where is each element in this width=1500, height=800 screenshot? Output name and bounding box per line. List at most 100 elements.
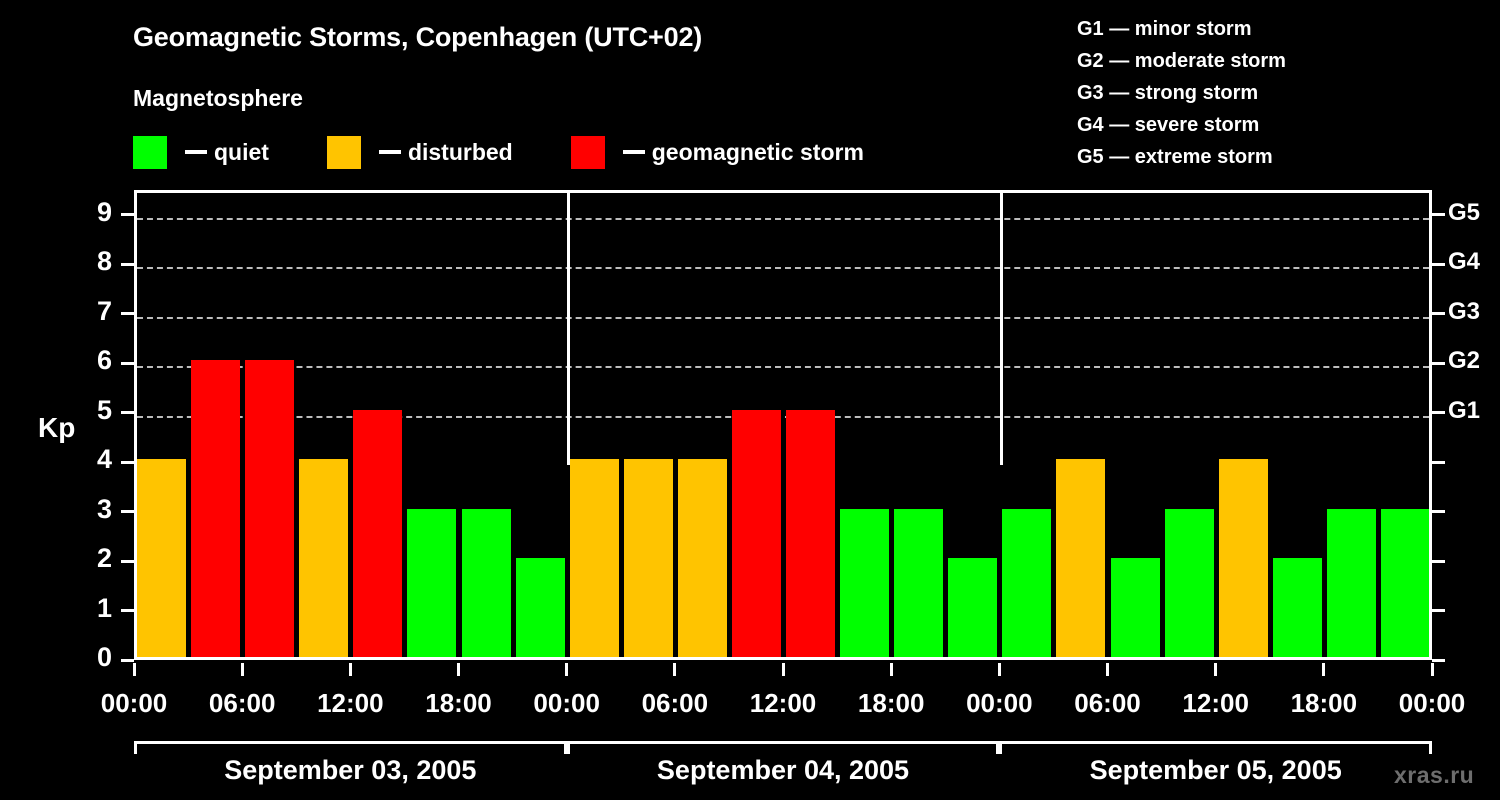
y-axis-tick-right — [1432, 312, 1445, 316]
bar[interactable] — [1164, 508, 1214, 657]
g-scale-tick-label: G1 — [1448, 396, 1481, 424]
bar[interactable] — [731, 409, 781, 657]
y-axis-tick-label: 2 — [96, 543, 112, 574]
x-axis-tick-label: 00:00 — [966, 688, 1033, 718]
gridline-kp-7 — [137, 316, 1429, 319]
y-axis-tick-right — [1432, 510, 1445, 514]
y-axis-tick — [121, 312, 134, 316]
bar[interactable] — [786, 409, 836, 657]
x-axis-tick — [1106, 663, 1109, 676]
bar[interactable] — [677, 459, 727, 657]
x-axis-tick — [1430, 663, 1434, 676]
bar[interactable] — [1056, 459, 1106, 657]
x-axis-tick — [1322, 663, 1326, 676]
y-axis-tick-right — [1432, 262, 1445, 266]
g-legend-row: G5 — extreme storm — [1077, 146, 1273, 168]
legend-label: disturbed — [407, 138, 513, 165]
plot-area — [134, 190, 1432, 660]
x-axis-tick-label: 12:00 — [1182, 688, 1249, 718]
bar[interactable] — [137, 459, 187, 657]
bar[interactable] — [948, 558, 998, 657]
y-axis-tick-right — [1432, 361, 1445, 365]
x-axis-tick-label: 18:00 — [1290, 688, 1358, 718]
legend-entry-disturbed: disturbed — [326, 133, 513, 171]
bar[interactable] — [1002, 508, 1052, 657]
x-axis-tick-label: 00:00 — [1398, 688, 1466, 718]
y-axis-tick — [121, 213, 134, 217]
bar[interactable] — [1326, 508, 1376, 657]
x-axis-tick-label: 06:00 — [208, 688, 276, 718]
day-divider-line — [999, 193, 1003, 466]
y-axis-tick — [121, 510, 134, 514]
g-scale-tick-label: G5 — [1448, 198, 1481, 226]
x-axis-tick — [1214, 663, 1218, 676]
day-divider-line — [567, 193, 571, 466]
g-scale-legend: G1 — minor storm G2 — moderate storm G3 — … — [1077, 13, 1286, 173]
x-axis-tick-label: 12:00 — [749, 688, 817, 718]
x-axis-tick — [132, 663, 136, 676]
bar[interactable] — [623, 459, 673, 657]
legend-dash-icon — [378, 150, 401, 154]
day-bracket — [134, 741, 567, 754]
y-axis-tick-label: 1 — [96, 592, 112, 623]
bar[interactable] — [1380, 508, 1429, 657]
legend-label: quiet — [214, 138, 269, 165]
bar[interactable] — [461, 508, 511, 657]
y-axis-tick — [121, 460, 134, 464]
legend-swatch-icon — [570, 135, 605, 169]
watermark: xras.ru — [1394, 762, 1475, 788]
bar[interactable] — [840, 508, 890, 657]
bar[interactable] — [299, 459, 349, 657]
y-axis-tick-right — [1432, 609, 1445, 613]
color-legend: quiet disturbed geomagnetic storm — [133, 133, 864, 171]
bar[interactable] — [569, 459, 619, 657]
day-label: September 04, 2005 — [656, 755, 910, 785]
y-axis-tick-label: 8 — [96, 246, 112, 277]
x-axis-tick — [240, 663, 244, 676]
gridline-kp-5 — [137, 415, 1429, 418]
y-axis-tick-label: 0 — [96, 642, 112, 672]
g-legend-row: G4 — severe storm — [1077, 114, 1260, 136]
y-axis-tick — [121, 658, 134, 662]
x-axis-tick-label: 00:00 — [533, 688, 600, 718]
g-legend-row: G1 — minor storm — [1077, 18, 1252, 40]
y-axis-tick-right — [1432, 460, 1445, 464]
bar[interactable] — [245, 360, 295, 657]
g-scale-tick-label: G4 — [1448, 248, 1481, 276]
gridline-kp-6 — [137, 366, 1429, 369]
y-axis-tick-right — [1432, 411, 1445, 415]
y-axis-tick — [121, 262, 134, 266]
y-axis-tick-right — [1432, 658, 1445, 662]
x-axis-tick-label: 12:00 — [317, 688, 384, 718]
y-axis-tick-label: 3 — [96, 493, 112, 524]
legend-label: geomagnetic storm — [651, 138, 864, 165]
bar[interactable] — [515, 558, 565, 657]
y-axis-title: Kp — [38, 412, 76, 443]
y-axis-tick-label: 9 — [96, 196, 112, 227]
x-axis-tick-label: 18:00 — [857, 688, 925, 718]
x-axis-tick-label: 06:00 — [641, 688, 709, 718]
chart-subtitle: Magnetosphere — [133, 85, 303, 111]
bar[interactable] — [1272, 558, 1322, 657]
legend-dash-icon — [622, 150, 645, 154]
page-title: Geomagnetic Storms, Copenhagen (UTC+02) — [133, 22, 703, 52]
legend-dash-icon — [185, 150, 207, 154]
bar[interactable] — [1218, 459, 1268, 657]
day-label: September 05, 2005 — [1089, 755, 1342, 785]
bar[interactable] — [407, 508, 457, 657]
y-axis-tick — [121, 361, 134, 365]
legend-entry-geomagnetic: geomagnetic storm — [570, 133, 864, 171]
y-axis-tick — [121, 559, 134, 563]
g-legend-row: G3 — strong storm — [1077, 82, 1259, 104]
x-axis-tick — [997, 663, 1001, 676]
y-axis-tick-right — [1432, 213, 1445, 217]
g-scale-tick-label: G2 — [1448, 347, 1481, 375]
bar[interactable] — [353, 409, 403, 657]
legend-swatch-icon — [326, 135, 361, 169]
bar[interactable] — [1110, 558, 1160, 657]
x-axis-tick-label: 00:00 — [100, 688, 168, 718]
bar[interactable] — [191, 360, 241, 657]
y-axis-tick — [121, 411, 134, 415]
bar[interactable] — [894, 508, 944, 657]
